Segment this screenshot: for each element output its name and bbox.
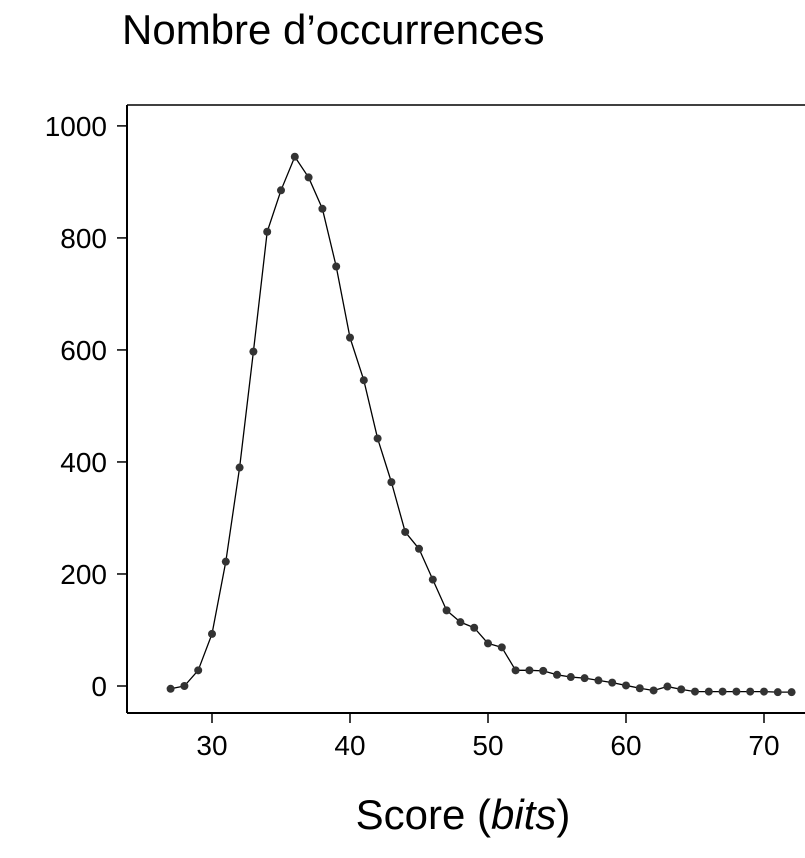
data-point — [622, 681, 630, 690]
data-point — [166, 684, 175, 693]
data-point — [359, 376, 368, 385]
data-point — [649, 686, 658, 695]
y-tick-label: 1000 — [45, 111, 107, 142]
data-point — [387, 478, 396, 487]
series-line — [170, 156, 792, 693]
data-point — [497, 643, 506, 652]
data-point — [608, 678, 617, 687]
plot-area — [166, 152, 796, 697]
x-tick-label: 40 — [334, 730, 365, 761]
y-tick-label: 600 — [60, 335, 107, 366]
data-point — [718, 687, 727, 696]
chart-title: Nombre d’occurrences — [122, 6, 545, 53]
x-tick-label: 30 — [196, 730, 227, 761]
y-ticks: 0 200 400 600 800 1000 — [45, 111, 127, 702]
x-tick-label: 70 — [748, 730, 779, 761]
x-ticks: 30 40 50 60 70 — [196, 713, 780, 761]
data-point — [511, 666, 520, 675]
y-tick-label: 800 — [60, 223, 107, 254]
data-point — [525, 666, 534, 675]
data-point — [263, 227, 272, 236]
x-axis-label: Score (bits) — [356, 791, 571, 838]
data-point — [428, 575, 437, 584]
data-point — [594, 676, 603, 685]
data-point — [787, 688, 796, 697]
data-point — [580, 674, 589, 683]
data-point — [663, 682, 672, 691]
x-tick-label: 50 — [472, 730, 503, 761]
data-point — [442, 606, 451, 615]
data-point — [470, 623, 479, 632]
data-point — [318, 204, 327, 213]
axes — [126, 104, 805, 714]
data-point — [208, 629, 216, 638]
data-point — [773, 688, 782, 697]
data-point — [732, 687, 741, 696]
data-point — [691, 687, 699, 696]
data-point — [539, 666, 548, 675]
data-point — [277, 186, 285, 195]
data-point — [332, 262, 341, 271]
y-tick-label: 200 — [60, 559, 107, 590]
data-point — [290, 152, 299, 161]
data-point — [194, 666, 203, 675]
data-point — [677, 685, 686, 694]
data-point — [373, 434, 382, 443]
data-point — [180, 682, 189, 690]
data-point — [221, 557, 230, 566]
data-point — [635, 684, 644, 693]
data-point — [249, 347, 258, 356]
y-tick-label: 400 — [60, 447, 107, 478]
data-point — [235, 463, 244, 472]
x-tick-label: 60 — [610, 730, 641, 761]
data-point — [304, 173, 313, 182]
data-point — [401, 527, 410, 536]
data-point — [704, 687, 713, 696]
data-point — [415, 544, 423, 553]
data-point — [484, 639, 492, 648]
data-point — [746, 687, 755, 696]
data-point — [346, 333, 354, 342]
data-point — [760, 687, 768, 696]
data-point — [456, 618, 465, 627]
y-tick-label: 0 — [91, 671, 107, 702]
data-point — [566, 673, 575, 682]
data-point — [553, 670, 561, 679]
